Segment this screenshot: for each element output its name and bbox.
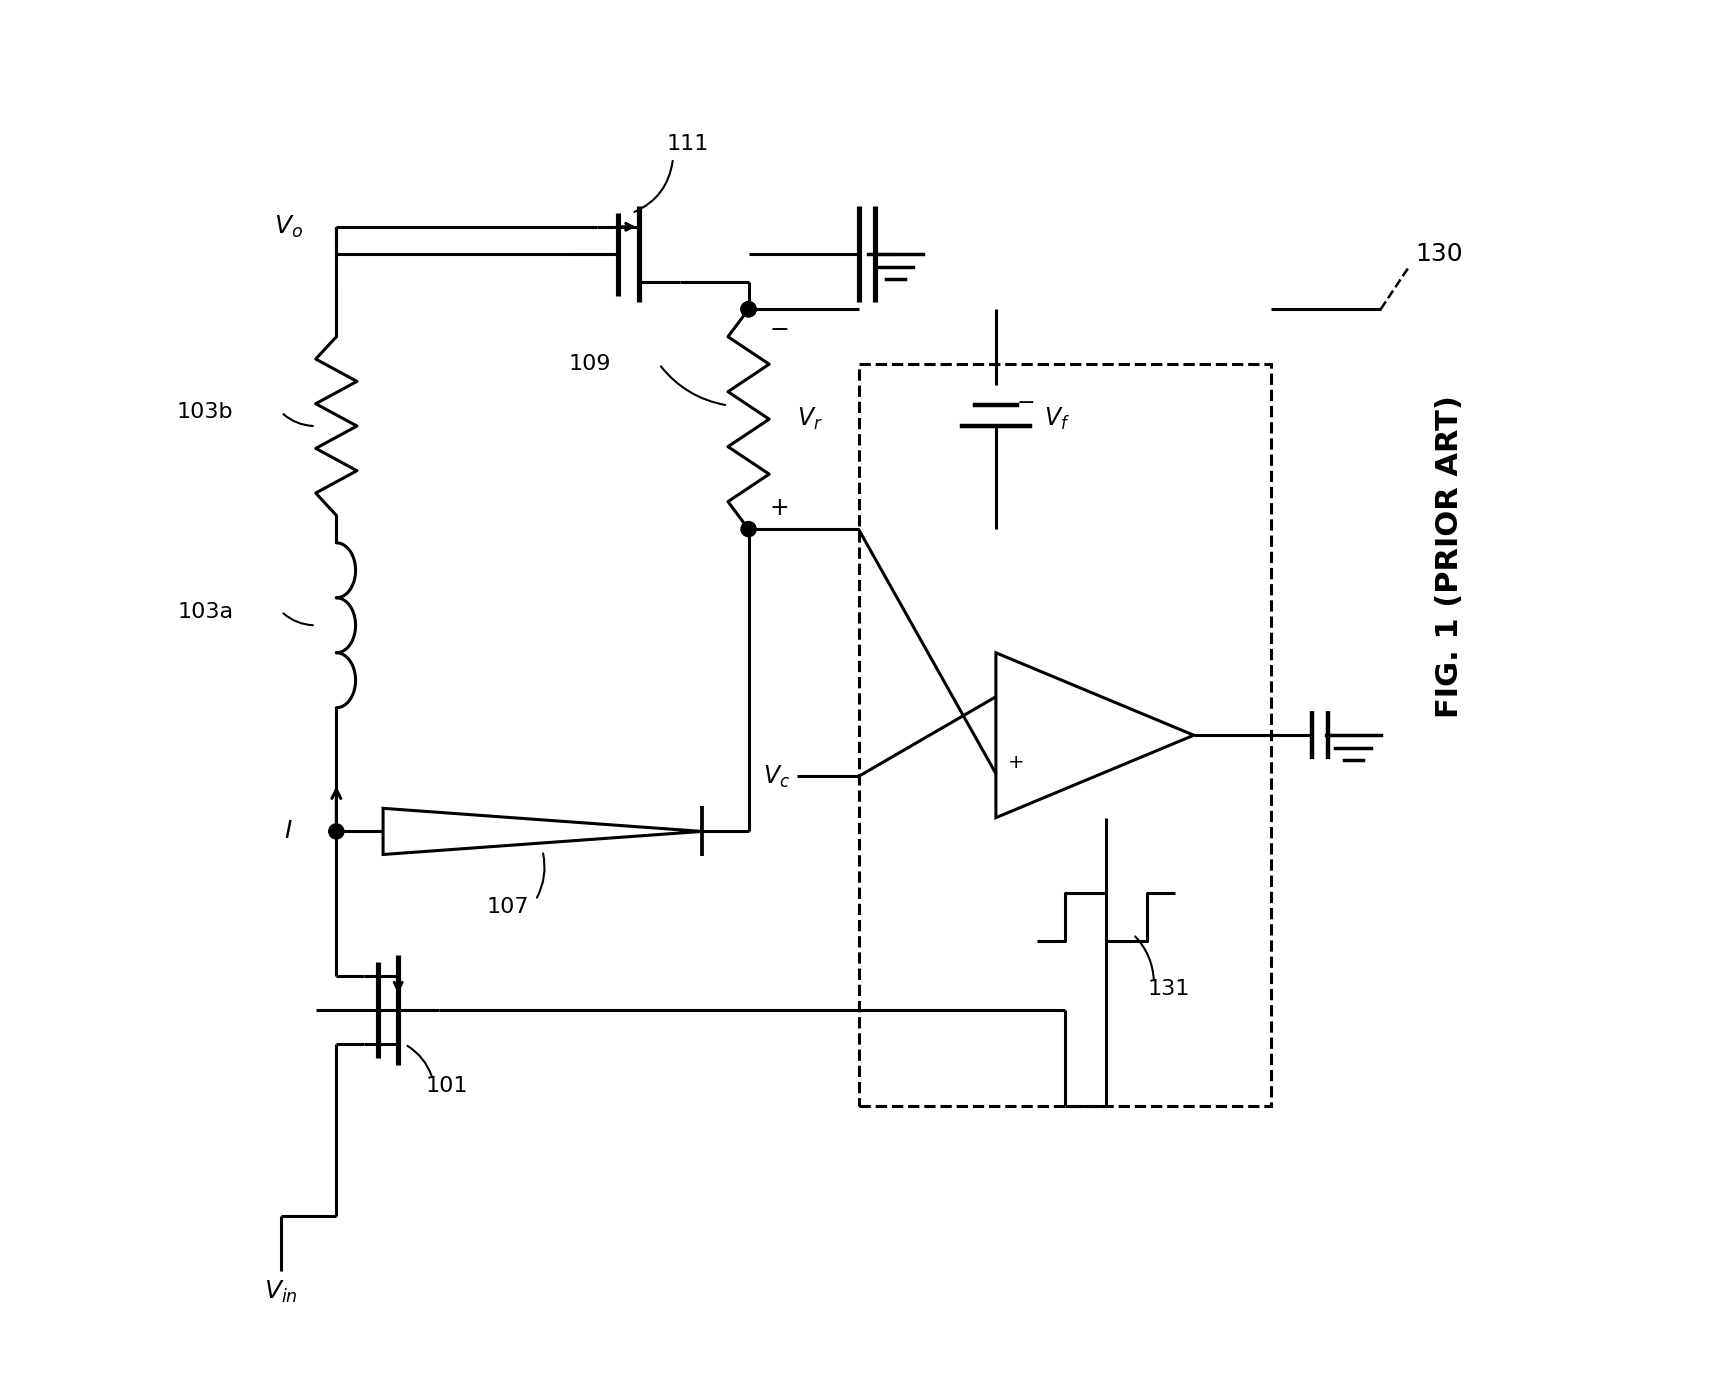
Text: 109: 109 (568, 354, 611, 375)
Circle shape (328, 824, 343, 838)
Text: 131: 131 (1147, 980, 1190, 999)
Text: 101: 101 (426, 1076, 469, 1095)
Circle shape (742, 301, 755, 316)
Circle shape (742, 301, 755, 316)
Text: −: − (1016, 393, 1035, 412)
Text: $V_c$: $V_c$ (762, 763, 790, 790)
Text: FIG. 1 (PRIOR ART): FIG. 1 (PRIOR ART) (1435, 396, 1465, 718)
Text: +: + (1008, 754, 1025, 772)
Text: −: − (769, 318, 788, 341)
Text: 130: 130 (1415, 243, 1463, 266)
Text: $V_r$: $V_r$ (797, 407, 822, 432)
Text: $V_o$: $V_o$ (273, 214, 302, 240)
Text: I: I (285, 819, 292, 844)
Text: $V_{in}$: $V_{in}$ (264, 1278, 299, 1305)
Text: 103b: 103b (177, 403, 234, 422)
Text: 103a: 103a (177, 601, 234, 622)
Text: +: + (769, 497, 788, 520)
Circle shape (742, 522, 755, 537)
Text: $V_f$: $V_f$ (1044, 407, 1070, 432)
Text: 111: 111 (666, 135, 709, 154)
Text: 107: 107 (486, 897, 529, 917)
